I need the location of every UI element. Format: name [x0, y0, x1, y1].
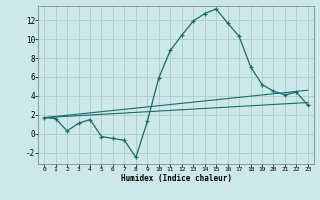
- X-axis label: Humidex (Indice chaleur): Humidex (Indice chaleur): [121, 174, 231, 183]
